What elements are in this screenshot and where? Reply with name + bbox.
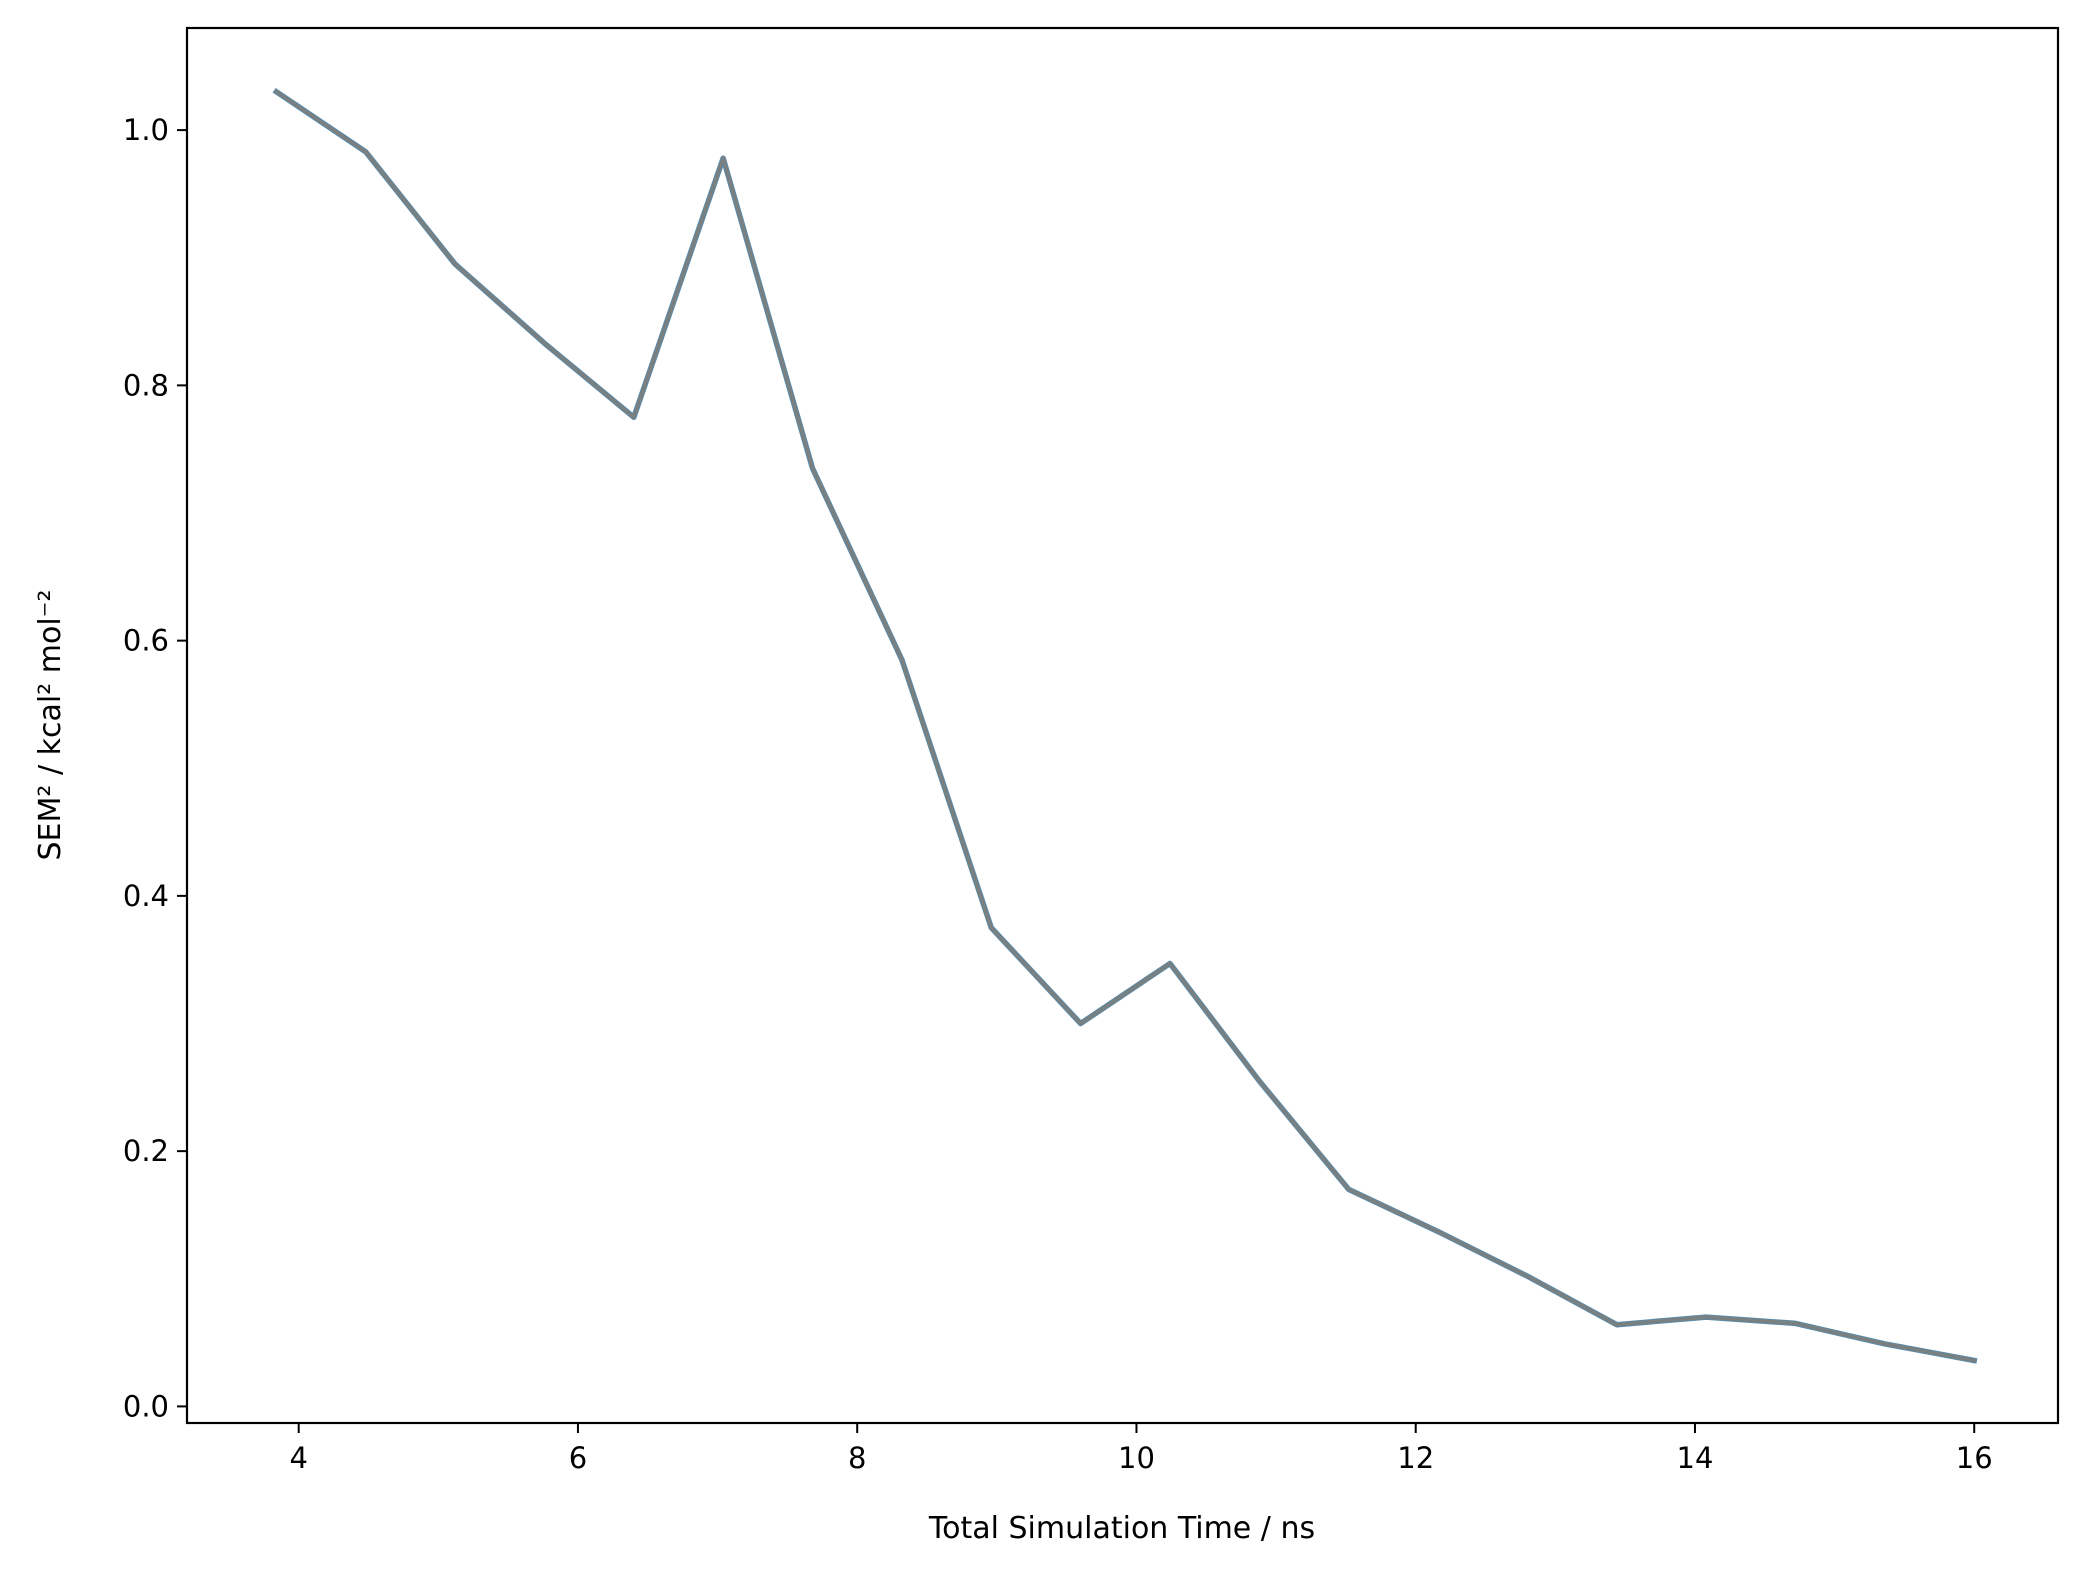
x-tick-label: 6 xyxy=(569,1441,587,1475)
y-tick-label: 0.4 xyxy=(123,879,169,913)
x-tick-label: 10 xyxy=(1118,1441,1155,1475)
series-line xyxy=(273,89,1977,1363)
y-tick-label: 0.0 xyxy=(123,1389,169,1423)
x-tick-label: 12 xyxy=(1397,1441,1434,1475)
y-tick-label: 0.2 xyxy=(123,1134,169,1168)
y-tick-label: 0.8 xyxy=(123,368,169,402)
x-axis-label: Total Simulation Time / ns xyxy=(928,1511,1315,1546)
series-layer xyxy=(272,87,1978,1364)
x-tick-label: 14 xyxy=(1677,1441,1714,1475)
x-tick-label: 8 xyxy=(848,1441,866,1475)
x-tick-label: 16 xyxy=(1956,1441,1993,1475)
y-tick-label: 1.0 xyxy=(123,113,169,147)
plot-frame xyxy=(185,26,2060,1425)
x-axis-ticks: 4 6 8 10 12 14 16 xyxy=(289,1423,1993,1475)
y-tick-label: 0.6 xyxy=(123,624,169,658)
y-axis-ticks: 0.0 0.2 0.4 0.6 0.8 1.0 xyxy=(123,113,187,1423)
x-tick-label: 4 xyxy=(289,1441,307,1475)
y-axis-label: SEM² / kcal² mol⁻² xyxy=(33,589,68,860)
